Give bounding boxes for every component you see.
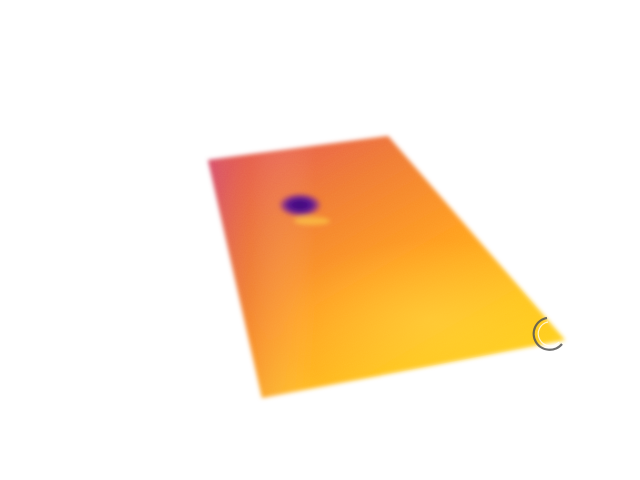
cold-spot-marker xyxy=(278,193,330,225)
partial-circle-marker xyxy=(532,316,563,351)
hot-region xyxy=(280,240,565,398)
